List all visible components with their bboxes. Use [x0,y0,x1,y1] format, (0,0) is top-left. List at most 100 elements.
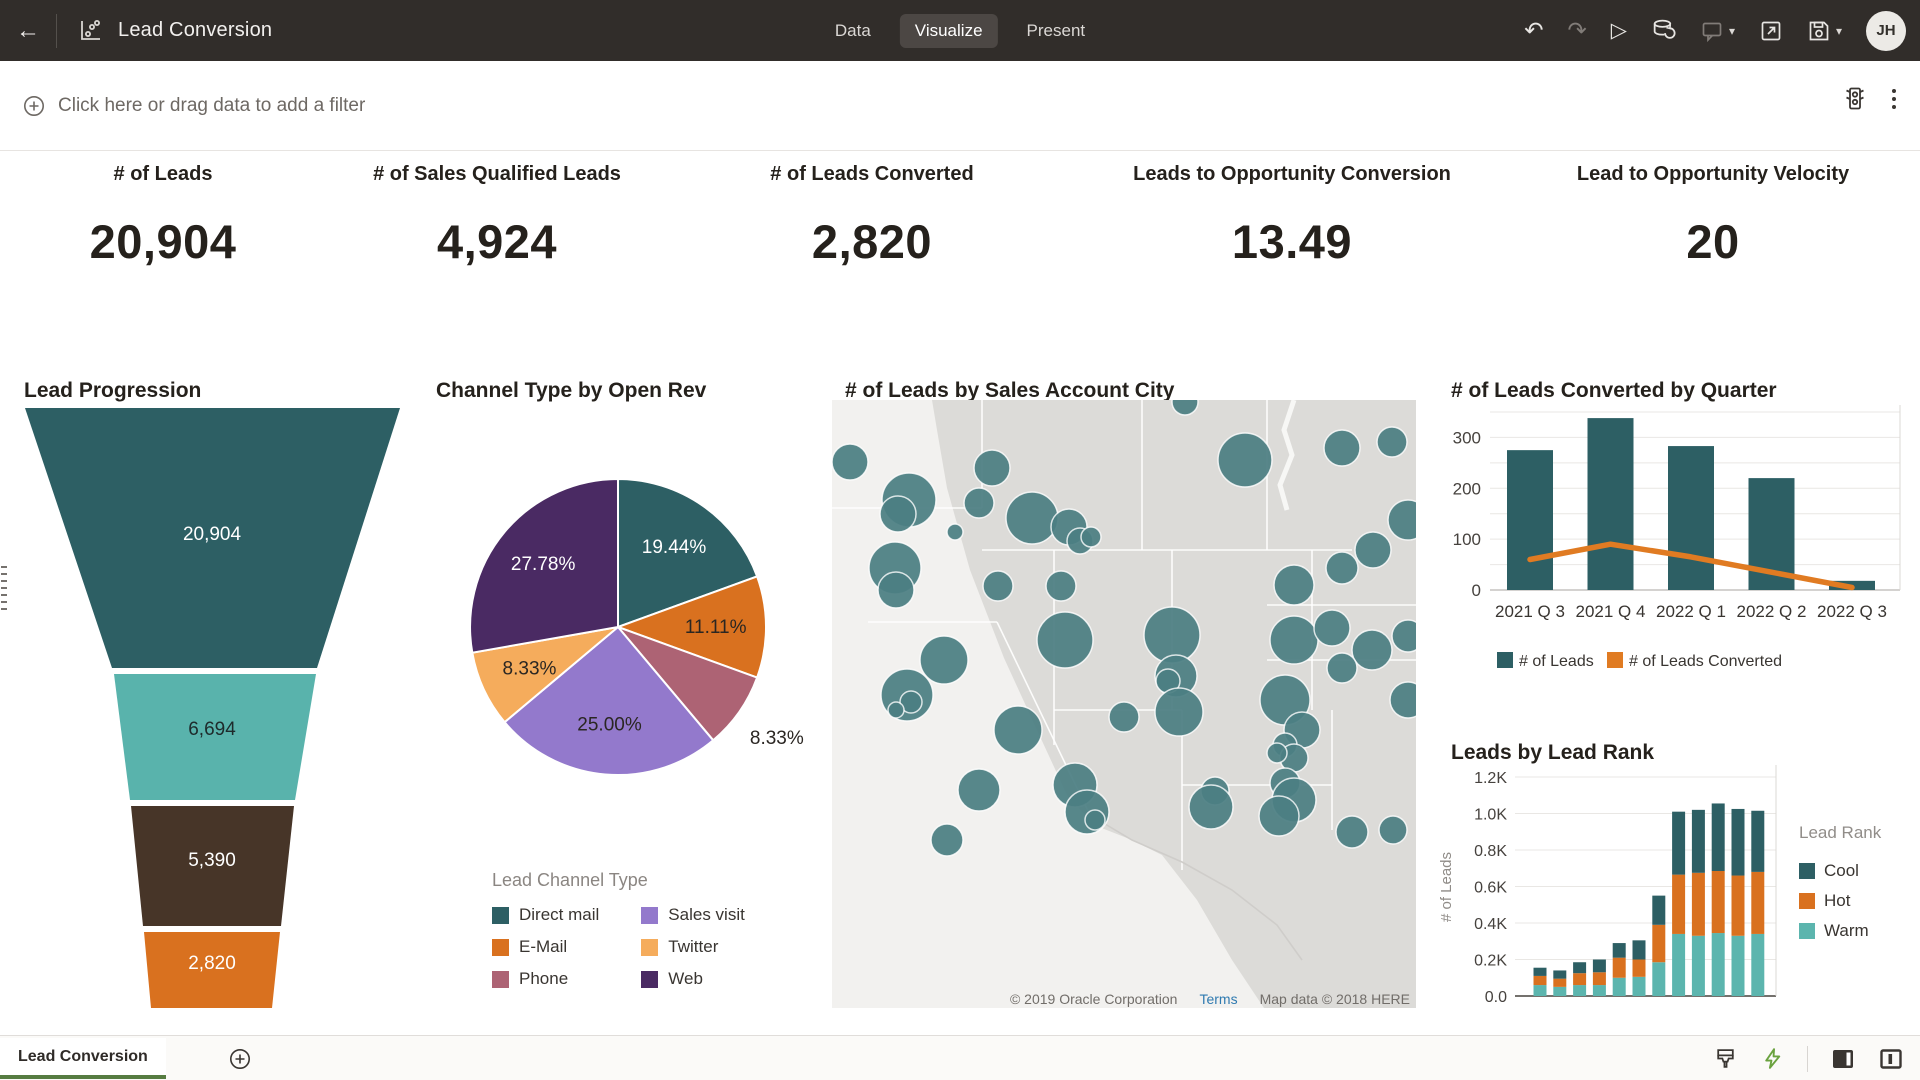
stacked-bar-segment[interactable] [1533,985,1547,996]
legend-item[interactable]: E-Mail [492,937,599,957]
stacked-bar-segment[interactable] [1592,959,1606,973]
map-bubble[interactable] [887,701,905,719]
stacked-bar-segment[interactable] [1652,924,1666,963]
map-bubble[interactable] [1273,564,1315,606]
stacked-bar-segment[interactable] [1612,943,1626,958]
back-button[interactable]: ← [0,0,56,61]
stacked-bar-segment[interactable] [1751,871,1765,934]
limit-values-icon[interactable] [1842,85,1868,113]
pop-out-button[interactable] [1759,19,1783,43]
stacked-bar-segment[interactable] [1711,933,1725,996]
map-bubble[interactable] [982,570,1014,602]
map-bubble[interactable] [1258,795,1300,837]
map-bubble[interactable] [1154,687,1204,737]
stacked-bar-segment[interactable] [1652,895,1666,925]
stacked-bar-segment[interactable] [1573,985,1587,996]
legend-swatch[interactable] [1497,652,1513,668]
line-series[interactable] [1527,541,1855,591]
stacked-bar-segment[interactable] [1672,933,1686,996]
stacked-bar-segment[interactable] [1533,975,1547,986]
map-bubble[interactable] [1036,611,1094,669]
map-bubble[interactable] [993,705,1043,755]
map-bubble[interactable] [1108,701,1140,733]
stacked-bar-segment[interactable] [1573,962,1587,974]
stacked-bar-segment[interactable] [1553,970,1567,979]
stacked-bar-segment[interactable] [1711,870,1725,934]
quarter-bar-line-chart[interactable]: 0 100 200 300 2021 Q 3 2021 Q 4 2022 Q 1 2022 Q… [1435,385,1915,715]
map-bubble[interactable] [957,768,1001,812]
tab-data[interactable]: Data [820,14,886,48]
legend-item[interactable]: Web [641,969,745,989]
map-bubble[interactable] [831,443,869,481]
pie-chart[interactable]: 19.44% 11.11% 8.33% 25.00% 8.33% 27.78% [440,440,810,790]
map-bubble[interactable] [946,523,964,541]
map-bubble[interactable] [919,635,969,685]
map-bubble[interactable] [899,690,923,714]
pie-slice[interactable] [617,477,759,629]
funnel-segment[interactable] [25,408,400,668]
legend-swatch[interactable] [1607,652,1623,668]
bar[interactable] [1668,446,1714,590]
map-bubble[interactable] [1326,652,1358,684]
stacked-bar-segment[interactable] [1731,875,1745,936]
bar[interactable] [1507,450,1553,590]
undo-button[interactable]: ↶ [1524,17,1544,43]
map-chart[interactable]: © 2019 Oracle Corporation Terms Map data… [831,388,1429,1008]
map-bubble[interactable] [1005,491,1059,545]
stacked-bar-segment[interactable] [1751,933,1765,996]
map-bubble[interactable] [1376,426,1408,458]
map-bubble[interactable] [1045,570,1077,602]
legend-item[interactable]: Sales visit [641,905,745,925]
funnel-segment[interactable] [131,806,294,926]
save-dropdown[interactable]: ▾ [1807,19,1842,43]
map-bubble[interactable] [1313,609,1351,647]
bar[interactable] [1587,418,1634,590]
map-bubble[interactable] [973,449,1011,487]
map-bubble[interactable] [1325,551,1359,585]
stacked-bar-segment[interactable] [1672,874,1686,934]
stacked-bar-segment[interactable] [1612,957,1626,978]
legend-swatch[interactable] [1799,923,1815,939]
stacked-bar-segment[interactable] [1533,967,1547,976]
canvas-tab-lead-conversion[interactable]: Lead Conversion [0,1038,166,1079]
stacked-bar-segment[interactable] [1691,872,1705,936]
map-bubble[interactable] [1188,784,1234,830]
map-bubble[interactable] [1266,742,1288,764]
funnel-chart[interactable]: 20,904 6,694 5,390 2,820 [10,330,430,1020]
stacked-bar-segment[interactable] [1592,972,1606,986]
map-bubble[interactable] [877,571,915,609]
pie-slice[interactable] [469,477,619,654]
panel-resize-grip[interactable] [1,566,7,612]
legend-item[interactable]: Twitter [641,937,745,957]
stacked-bar-segment[interactable] [1553,986,1567,996]
stacked-bar-segment[interactable] [1691,935,1705,996]
comments-dropdown[interactable]: ▾ [1700,19,1735,43]
grammar-panel-toggle[interactable] [1830,1047,1856,1071]
kpi-leads-converted[interactable]: # of Leads Converted 2,820 [770,163,973,269]
stacked-bar-segment[interactable] [1731,935,1745,996]
map-bubble[interactable] [1143,606,1201,664]
canvas-properties-brush-icon[interactable] [1713,1046,1738,1071]
stacked-bar-segment[interactable] [1672,811,1686,875]
map-bubble[interactable] [1269,615,1319,665]
kpi-opportunity-conversion[interactable]: Leads to Opportunity Conversion 13.49 [1133,163,1451,269]
more-options-menu[interactable] [1890,86,1898,112]
stacked-bar-segment[interactable] [1632,940,1646,960]
pie-slice[interactable] [615,575,767,679]
map-bubble[interactable] [1391,619,1425,653]
add-canvas-button[interactable] [228,1047,252,1071]
stacked-bar-segment[interactable] [1751,810,1765,872]
map-bubble[interactable] [1323,429,1361,467]
legend-item[interactable]: Direct mail [492,905,599,925]
legend-swatch[interactable] [1799,863,1815,879]
stacked-bar-segment[interactable] [1731,808,1745,876]
funnel-segment[interactable] [144,932,280,1008]
stacked-bar-segment[interactable] [1632,976,1646,996]
stacked-bar-segment[interactable] [1691,809,1705,873]
stacked-bar-segment[interactable] [1652,962,1666,996]
redo-button[interactable]: ↷ [1567,17,1587,43]
auto-insights-lightning-icon[interactable] [1760,1046,1785,1071]
map-bubble[interactable] [1335,815,1369,849]
map-bubble[interactable] [1378,815,1408,845]
stacked-bar-segment[interactable] [1632,959,1646,977]
